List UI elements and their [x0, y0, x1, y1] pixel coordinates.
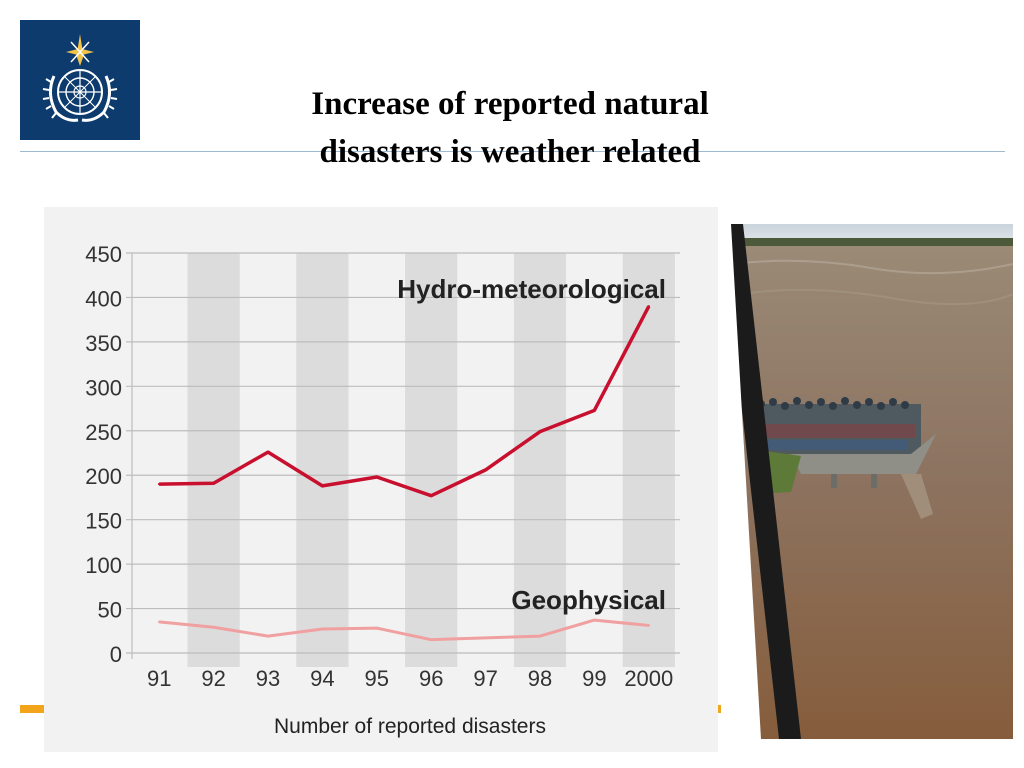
accent-bar-right [718, 705, 722, 713]
column-band [187, 253, 240, 667]
y-tick-label: 50 [98, 598, 122, 623]
x-tick-label: 96 [419, 666, 443, 691]
data-point [321, 484, 324, 488]
column-band [296, 253, 349, 667]
data-point [430, 494, 433, 497]
data-point [375, 475, 378, 479]
data-point [647, 624, 650, 627]
y-tick-label: 100 [85, 553, 122, 578]
y-tick-label: 350 [85, 331, 122, 356]
y-tick-label: 450 [85, 242, 122, 267]
header-divider [20, 151, 1005, 152]
x-axis-label: Number of reported disasters [274, 715, 546, 738]
x-tick-label: 92 [201, 666, 225, 691]
data-point [321, 627, 324, 631]
column-band [513, 253, 567, 667]
x-tick-label: 93 [256, 666, 280, 691]
x-tick-label: 97 [473, 666, 497, 691]
column-band [405, 253, 458, 667]
data-point [158, 620, 161, 624]
data-point [430, 638, 433, 641]
x-tick-label: 95 [365, 666, 389, 691]
data-point [538, 634, 542, 638]
data-point [593, 409, 596, 412]
un-emblem-icon [42, 34, 118, 122]
data-point [538, 430, 542, 433]
accent-bar-left [20, 705, 45, 713]
data-point [484, 468, 487, 472]
title-line-2: disasters is weather related [319, 134, 701, 170]
y-tick-label: 200 [85, 464, 122, 489]
data-point [266, 450, 270, 454]
series-line-hydro-meteorological [159, 305, 651, 498]
disasters-chart: 0 50 100 150 200 250 300 350 400 450 91 92 93 94 95 96… [44, 207, 718, 752]
y-tick-label: 150 [85, 509, 122, 534]
y-tick-label: 400 [85, 286, 122, 311]
y-tick-label: 250 [85, 420, 122, 445]
flood-photo-image [721, 224, 1014, 739]
data-point [375, 626, 378, 630]
data-point [647, 305, 650, 308]
y-tick-label: 300 [85, 375, 122, 400]
data-point [484, 636, 487, 640]
data-point [212, 626, 215, 629]
x-tick-label: 2000 [624, 666, 673, 691]
wmo-logo [20, 20, 140, 140]
x-tick-label: 94 [310, 666, 334, 691]
series-line-geophysical [159, 618, 649, 642]
x-tick-label: 91 [147, 666, 171, 691]
x-tick-label: 99 [582, 666, 606, 691]
series-label-hydro-meteorological: Hydro-meteorological [397, 274, 666, 304]
title-line-1: Increase of reported natural [311, 86, 709, 122]
data-point [212, 482, 215, 485]
data-point [266, 634, 270, 638]
slide-title: Increase of reported natural disasters i… [230, 80, 790, 176]
line-chart: 0 50 100 150 200 250 300 350 400 450 91 92 93 94 95 96… [44, 207, 718, 752]
column-band [622, 253, 675, 667]
data-point [593, 618, 596, 622]
y-tick-label: 0 [110, 642, 122, 667]
x-tick-label: 98 [528, 666, 552, 691]
flood-photo [721, 224, 1014, 739]
series-label-geophysical: Geophysical [511, 585, 666, 615]
data-point [158, 482, 161, 486]
